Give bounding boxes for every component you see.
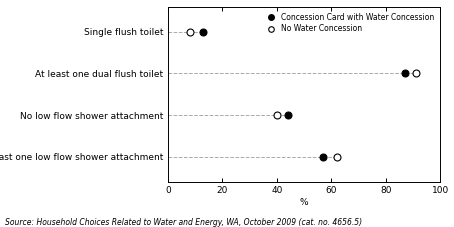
Text: Source: Household Choices Related to Water and Energy, WA, October 2009 (cat. no: Source: Household Choices Related to Wat… — [5, 218, 362, 227]
Legend: Concession Card with Water Concession, No Water Concession: Concession Card with Water Concession, N… — [261, 10, 437, 36]
X-axis label: %: % — [300, 198, 308, 207]
